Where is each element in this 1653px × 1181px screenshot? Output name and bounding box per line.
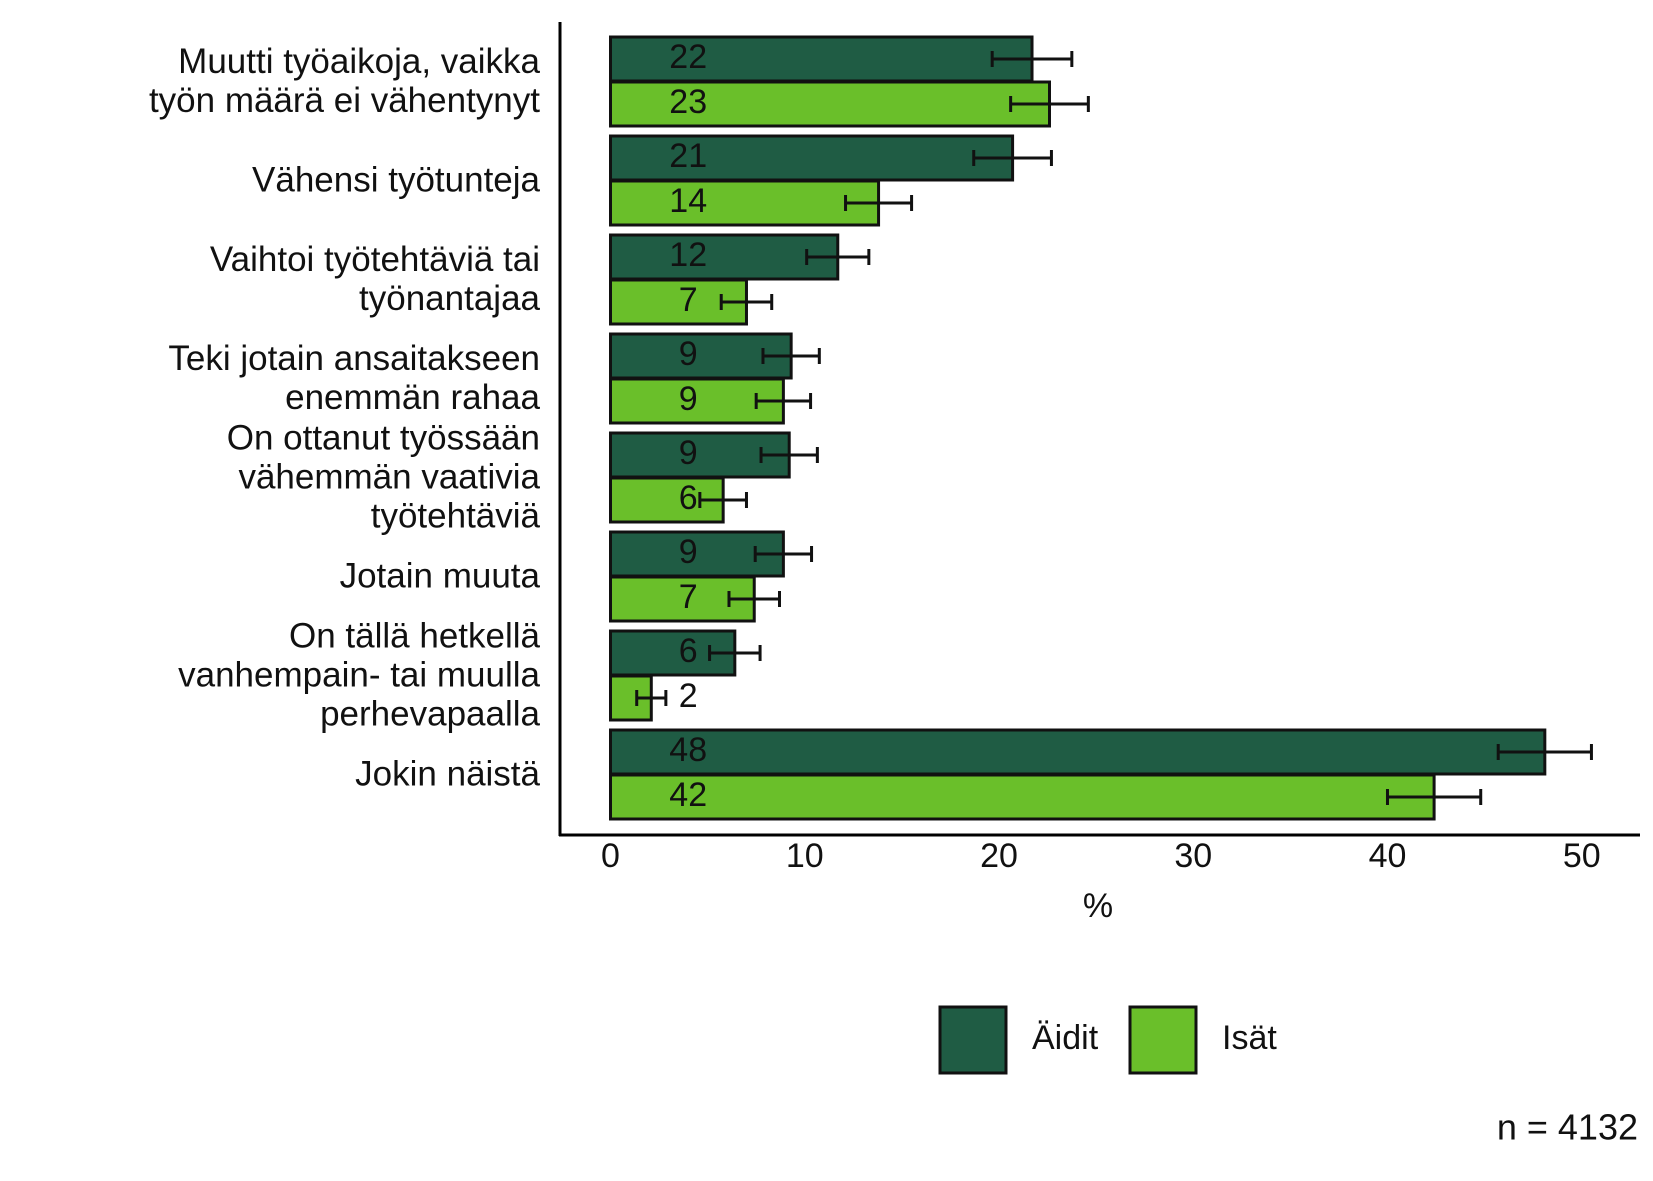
error-bar (635, 690, 668, 706)
legend-label: Äidit (1032, 1019, 1099, 1057)
x-tick-label: 0 (601, 837, 620, 875)
error-bar (972, 150, 1053, 166)
error-bar (759, 447, 819, 463)
legend-swatch (1128, 1005, 1198, 1075)
x-axis-title: % (1083, 887, 1113, 925)
category-label: Vähensi työtunteja (252, 160, 540, 200)
error-bar (698, 492, 748, 508)
value-label: 6 (679, 632, 698, 670)
error-bar (708, 645, 762, 661)
value-label: 23 (669, 83, 707, 121)
category-label: On tällä hetkellä vanhempain- tai muulla… (178, 616, 540, 734)
category-label: On ottanut työssään vähemmän vaativia ty… (226, 418, 540, 536)
value-label: 6 (679, 479, 698, 517)
error-bar (805, 249, 871, 265)
value-label: 9 (679, 434, 698, 472)
category-label: Muutti työaikoja, vaikka työn määrä ei v… (148, 42, 540, 120)
x-tick-label: 20 (980, 837, 1018, 875)
error-bar (753, 546, 814, 562)
error-bar (1009, 96, 1090, 112)
legend-label: Isät (1222, 1019, 1277, 1057)
value-label: 21 (669, 137, 707, 175)
bar (609, 179, 881, 227)
error-bar (727, 591, 781, 607)
error-bar (1496, 744, 1593, 760)
sample-size-note: n = 4132 (1497, 1107, 1638, 1148)
x-tick-label: 40 (1369, 837, 1407, 875)
category-label: Jotain muuta (339, 556, 540, 596)
value-label: 22 (669, 38, 707, 76)
bar (609, 773, 1436, 821)
x-tick-label: 10 (786, 837, 824, 875)
value-label: 7 (679, 578, 698, 616)
value-label: 42 (669, 776, 707, 814)
value-label: 7 (679, 281, 698, 319)
error-bar (754, 393, 813, 409)
error-bar (1385, 789, 1483, 805)
value-label: 2 (679, 677, 698, 715)
value-label: 14 (669, 182, 707, 220)
bar (609, 377, 785, 425)
value-label: 48 (669, 731, 707, 769)
category-label: Teki jotain ansaitakseen enemmän rahaa (168, 339, 540, 417)
category-label: Vaihtoi työtehtäviä tai työnantajaa (209, 240, 540, 318)
error-bar (844, 195, 914, 211)
error-bar (761, 348, 821, 364)
bar (609, 728, 1547, 776)
bar (609, 233, 840, 281)
error-bar (719, 294, 774, 310)
value-label: 9 (679, 533, 698, 571)
error-bar (990, 51, 1074, 67)
x-tick-label: 30 (1174, 837, 1212, 875)
value-label: 9 (679, 380, 698, 418)
legend-swatch (938, 1005, 1008, 1075)
category-label: Jokin näistä (355, 754, 540, 794)
value-label: 12 (669, 236, 707, 274)
value-label: 9 (679, 335, 698, 373)
x-tick-label: 50 (1563, 837, 1601, 875)
